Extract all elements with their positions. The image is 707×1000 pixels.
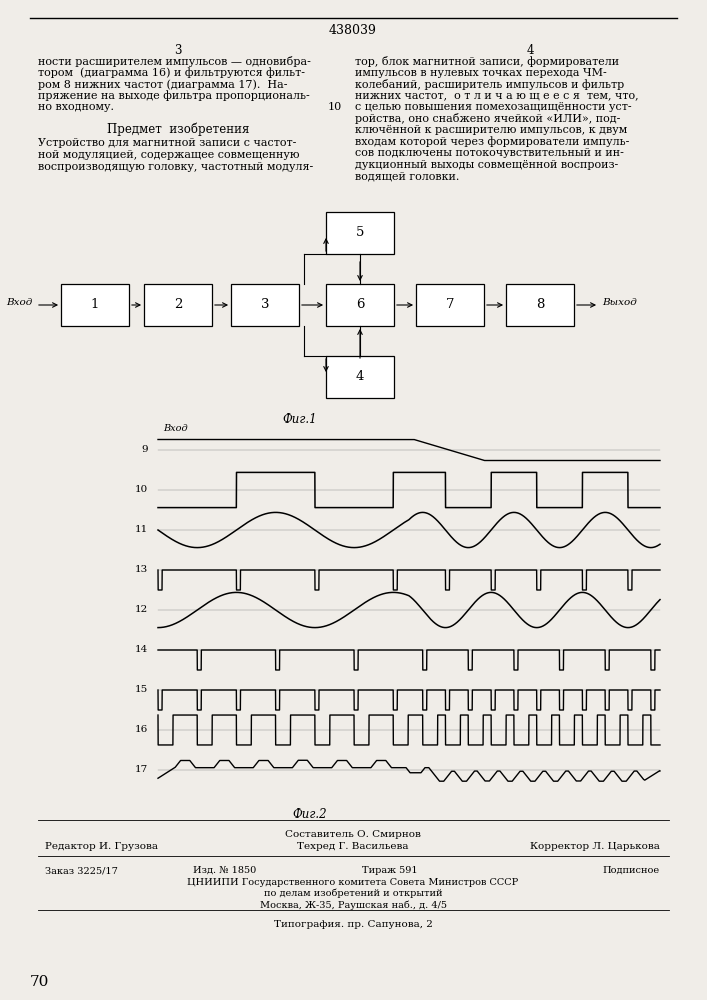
Text: Устройство для магнитной записи с частот-: Устройство для магнитной записи с частот… — [38, 138, 296, 148]
Text: 13: 13 — [135, 566, 148, 574]
Text: дукционный выходы совмещённой воспроиз-: дукционный выходы совмещённой воспроиз- — [355, 159, 618, 169]
Text: ной модуляцией, содержащее совмещенную: ной модуляцией, содержащее совмещенную — [38, 150, 300, 160]
Text: сов подключены потокочувствительный и ин-: сов подключены потокочувствительный и ин… — [355, 148, 624, 158]
Text: входам которой через формирователи импуль-: входам которой через формирователи импул… — [355, 136, 629, 147]
Text: водящей головки.: водящей головки. — [355, 171, 460, 181]
Text: Корректор Л. Царькова: Корректор Л. Царькова — [530, 842, 660, 851]
Text: колебаний, расширитель импульсов и фильтр: колебаний, расширитель импульсов и фильт… — [355, 79, 624, 90]
Text: ройства, оно снабжено ячейкой «ИЛИ», под-: ройства, оно снабжено ячейкой «ИЛИ», под… — [355, 113, 620, 124]
Bar — [326, 356, 394, 398]
Text: 1: 1 — [90, 298, 99, 312]
Text: 12: 12 — [135, 605, 148, 614]
Text: Техред Г. Васильева: Техред Г. Васильева — [297, 842, 409, 851]
Text: 8: 8 — [536, 298, 544, 312]
Text: 10: 10 — [328, 102, 342, 112]
Text: Вход: Вход — [6, 298, 33, 307]
Bar — [231, 284, 299, 326]
Text: нижних частот,  о т л и ч а ю щ е е с я  тем, что,: нижних частот, о т л и ч а ю щ е е с я т… — [355, 91, 638, 101]
Text: 6: 6 — [356, 298, 364, 312]
Text: 438039: 438039 — [329, 23, 377, 36]
Text: пряжение на выходе фильтра пропорциональ-: пряжение на выходе фильтра пропорциональ… — [38, 91, 310, 101]
Text: 3: 3 — [174, 44, 182, 57]
Bar — [416, 284, 484, 326]
Text: ром 8 нижних частот (диаграмма 17).  На-: ром 8 нижних частот (диаграмма 17). На- — [38, 79, 288, 90]
Text: Москва, Ж-35, Раушская наб., д. 4/5: Москва, Ж-35, Раушская наб., д. 4/5 — [259, 900, 447, 910]
Text: Составитель О. Смирнов: Составитель О. Смирнов — [285, 830, 421, 839]
Text: 2: 2 — [174, 298, 182, 312]
Bar — [506, 284, 574, 326]
Text: тором  (диаграмма 16) и фильтруются фильт-: тором (диаграмма 16) и фильтруются фильт… — [38, 68, 305, 78]
Text: Выход: Выход — [602, 298, 637, 307]
Text: ключённой к расширителю импульсов, к двум: ключённой к расширителю импульсов, к дву… — [355, 125, 627, 135]
Text: 17: 17 — [135, 766, 148, 774]
Text: Вход: Вход — [163, 424, 187, 433]
Text: 11: 11 — [135, 526, 148, 534]
Bar — [61, 284, 129, 326]
Text: 3: 3 — [261, 298, 269, 312]
Text: 4: 4 — [526, 44, 534, 57]
Text: но входному.: но входному. — [38, 102, 114, 112]
Text: ности расширителем импульсов — одновибра-: ности расширителем импульсов — одновибра… — [38, 56, 311, 67]
Text: Типография. пр. Сапунова, 2: Типография. пр. Сапунова, 2 — [274, 920, 433, 929]
Text: Фиг.2: Фиг.2 — [293, 808, 327, 821]
Text: Фиг.1: Фиг.1 — [283, 413, 317, 426]
Bar — [144, 284, 212, 326]
Text: 16: 16 — [135, 726, 148, 734]
Bar — [326, 284, 394, 326]
Text: 15: 15 — [135, 686, 148, 694]
Text: импульсов в нулевых точках перехода ЧМ-: импульсов в нулевых точках перехода ЧМ- — [355, 68, 607, 78]
Text: тор, блок магнитной записи, формирователи: тор, блок магнитной записи, формировател… — [355, 56, 619, 67]
Text: 14: 14 — [135, 646, 148, 654]
Text: Подписное: Подписное — [603, 866, 660, 875]
Text: Тираж 591: Тираж 591 — [362, 866, 418, 875]
Bar — [326, 212, 394, 254]
Text: ЦНИИПИ Государственного комитета Совета Министров СССР: ЦНИИПИ Государственного комитета Совета … — [187, 878, 519, 887]
Text: Предмет  изобретения: Предмет изобретения — [107, 122, 249, 136]
Text: по делам изобретений и открытий: по делам изобретений и открытий — [264, 889, 443, 898]
Text: Редактор И. Грузова: Редактор И. Грузова — [45, 842, 158, 851]
Text: воспроизводящую головку, частотный модуля-: воспроизводящую головку, частотный модул… — [38, 161, 313, 172]
Text: 7: 7 — [445, 298, 455, 312]
Text: Заказ 3225/17: Заказ 3225/17 — [45, 866, 118, 875]
Text: 5: 5 — [356, 227, 364, 239]
Text: Изд. № 1850: Изд. № 1850 — [194, 866, 257, 875]
Text: 9: 9 — [141, 446, 148, 454]
Text: 4: 4 — [356, 370, 364, 383]
Text: 70: 70 — [30, 975, 49, 989]
Text: с целью повышения помехозащищённости уст-: с целью повышения помехозащищённости уст… — [355, 102, 631, 112]
Text: 10: 10 — [135, 486, 148, 494]
